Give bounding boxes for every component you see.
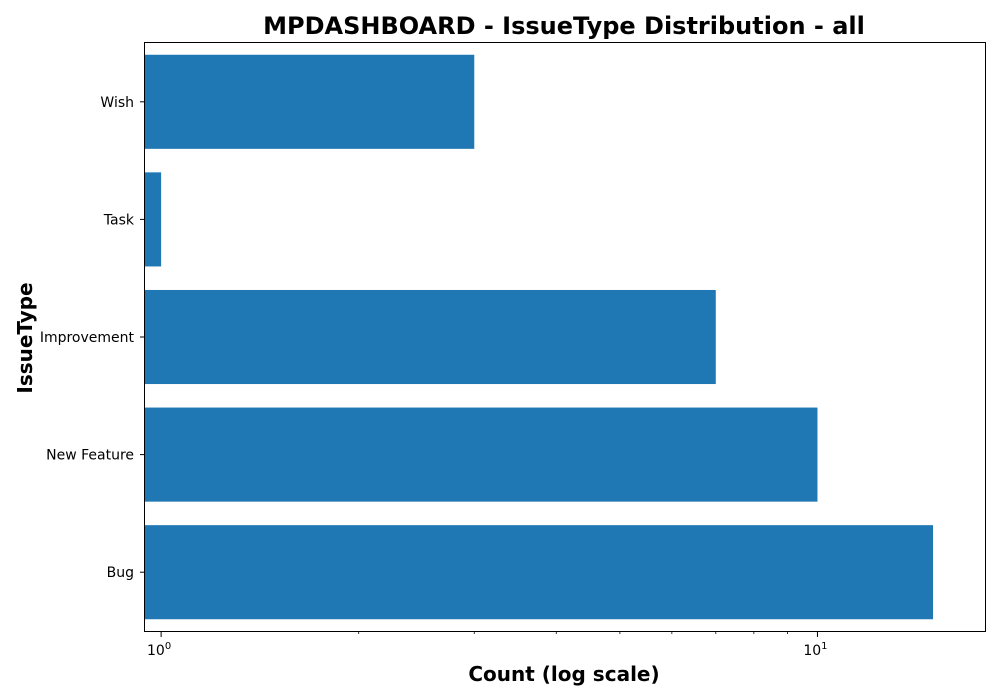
y-tick-label-improvement: Improvement: [40, 330, 135, 346]
bar-improvement: [145, 289, 716, 385]
bar-task: [145, 172, 162, 267]
y-tick-label-bug: Bug: [107, 565, 134, 581]
plot-frame: [144, 42, 986, 632]
bar-new-feature: [145, 407, 818, 502]
y-axis-ticks: Bug New Feature Improvement Task Wish: [40, 95, 145, 581]
y-axis-title: IssueType: [13, 282, 37, 393]
bars-group: [145, 54, 934, 620]
x-tick-label-0: 100: [147, 641, 171, 659]
y-tick-label-task: Task: [103, 212, 135, 228]
x-tick-label-1: 101: [803, 641, 827, 659]
bar-bug: [145, 525, 934, 620]
y-tick-label-wish: Wish: [100, 95, 134, 111]
x-axis-title: Count (log scale): [468, 662, 659, 686]
y-tick-label-new-feature: New Feature: [46, 448, 134, 464]
x-axis-ticks: 100 101: [147, 631, 828, 659]
chart-title: MPDASHBOARD - IssueType Distribution - a…: [263, 12, 865, 40]
bar-wish: [145, 54, 475, 149]
